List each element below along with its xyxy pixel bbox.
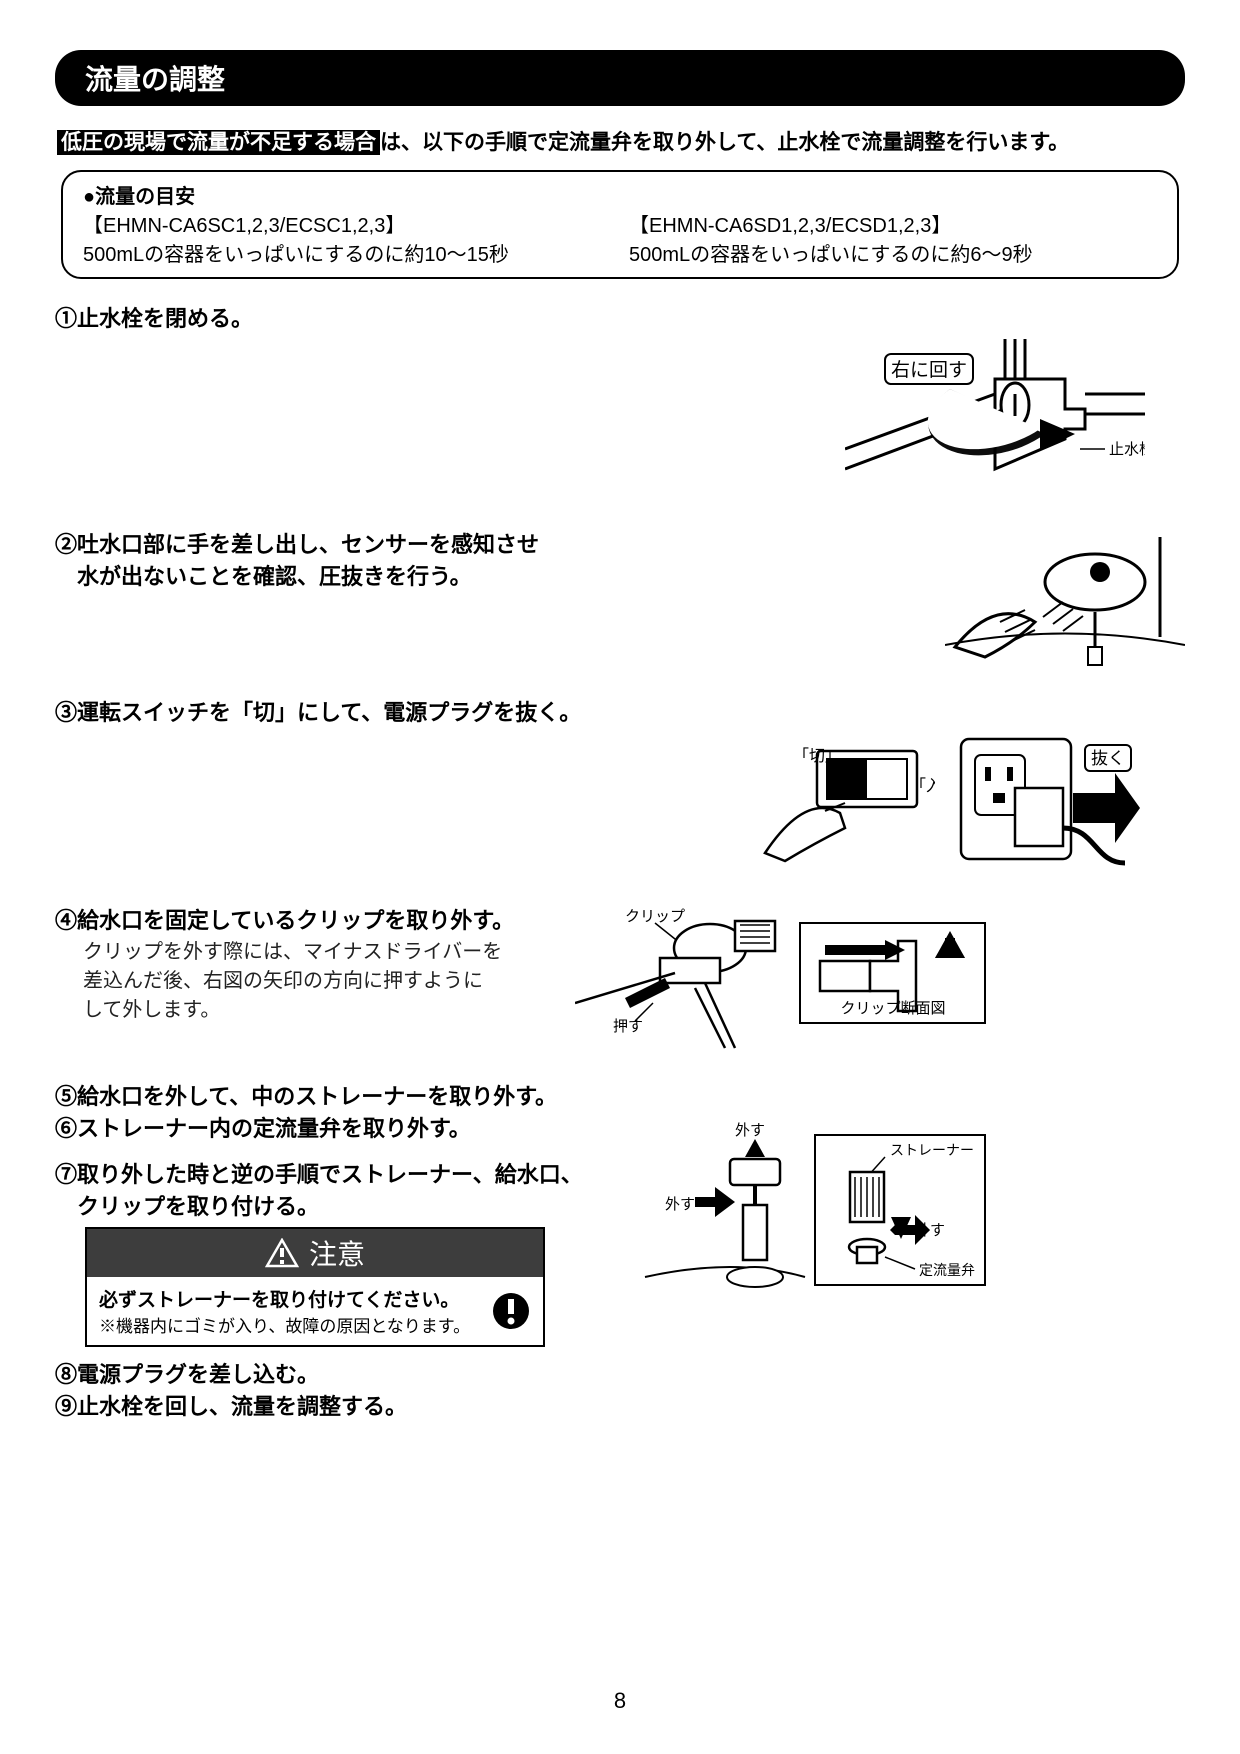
steps-container: ①止水栓を閉める。 右に回す 止水栓 ②吐水口部に手を差し出し、センサーを感知さ…	[55, 301, 1185, 1421]
step-4-text: ④給水口を固定しているクリップを取り外す。	[55, 903, 575, 935]
fig3-on-label: 「入」	[910, 777, 935, 795]
step-1-text: ①止水栓を閉める。	[55, 301, 1185, 333]
fig1-rotate-label: 右に回す	[891, 359, 967, 381]
figure-step3-plug: 抜く	[955, 733, 1145, 873]
caution-line2: ※機器内にゴミが入り、故障の原因となります。	[99, 1312, 481, 1337]
fig4-clip-label: クリップ	[625, 908, 685, 925]
figure-step2	[945, 527, 1185, 667]
guide-col1-model: 【EHMN-CA6SC1,2,3/ECSC1,2,3】	[83, 209, 611, 238]
step-4-sub2: 差込んだ後、右図の矢印の方向に押すように	[55, 964, 575, 993]
figure-step1: 右に回す 止水栓	[845, 339, 1145, 499]
step-3-text: ③運転スイッチを「切」にして、電源プラグを抜く。	[55, 695, 1185, 727]
fig4-push-label: 押す	[613, 1018, 643, 1035]
fig5-valve: 定流量弁	[919, 1262, 975, 1278]
fig5-out2: 外す	[665, 1196, 695, 1213]
step-4-sub3: して外します。	[55, 993, 575, 1022]
guide-title: ●流量の目安	[83, 180, 1157, 209]
caution-title: 注意	[309, 1233, 365, 1273]
fig5-strainer: ストレーナー	[890, 1142, 974, 1158]
figure-step4: クリップ 押す クリップ断面図	[575, 903, 995, 1053]
fig1-valve-label: 止水栓	[1109, 441, 1145, 458]
guide-col2-text: 500mLの容器をいっぱいにするのに約6～9秒	[629, 238, 1157, 267]
step-9-text: ⑨止水栓を回し、流量を調整する。	[55, 1389, 1185, 1421]
caution-box: 注意 必ずストレーナーを取り付けてください。 ※機器内にゴミが入り、故障の原因と…	[85, 1227, 545, 1347]
intro-rest: は、以下の手順で定流量弁を取り外して、止水栓で流量調整を行います。	[380, 131, 1069, 154]
step-7-text-b: クリップを取り付ける。	[55, 1189, 615, 1221]
fig3-pull-label: 抜く	[1091, 749, 1125, 768]
flow-guide-box: ●流量の目安 【EHMN-CA6SC1,2,3/ECSC1,2,3】 500mL…	[61, 170, 1179, 279]
caution-line1: 必ずストレーナーを取り付けてください。	[99, 1285, 481, 1312]
fig5-out3: 外す	[915, 1222, 945, 1239]
figure-step5: 外す 外す ストレーナー 外す	[635, 1117, 995, 1307]
fig3-off-label: 「切」	[793, 747, 841, 765]
section-header: 流量の調整	[55, 50, 1185, 106]
page-number: 8	[0, 1688, 1240, 1714]
caution-header: 注意	[87, 1229, 543, 1277]
fig5-out1: 外す	[735, 1122, 765, 1139]
exclamation-circle-icon	[491, 1291, 531, 1331]
figure-step3-switch: 「切」 「入」	[755, 733, 935, 863]
guide-col1-text: 500mLの容器をいっぱいにするのに約10～15秒	[83, 238, 611, 267]
step-8-text: ⑧電源プラグを差し込む。	[55, 1357, 1185, 1389]
step-7-text-a: ⑦取り外した時と逆の手順でストレーナー、給水口、	[55, 1157, 615, 1189]
warning-triangle-icon	[265, 1238, 299, 1268]
fig4-section-label: クリップ断面図	[840, 1000, 945, 1017]
step-5-text: ⑤給水口を外して、中のストレーナーを取り外す。	[55, 1079, 1185, 1111]
guide-col2-model: 【EHMN-CA6SD1,2,3/ECSD1,2,3】	[629, 209, 1157, 238]
step-4-sub1: クリップを外す際には、マイナスドライバーを	[55, 935, 575, 964]
step-2-text-a: ②吐水口部に手を差し出し、センサーを感知させ	[55, 527, 945, 559]
intro-chip: 低圧の現場で流量が不足する場合	[57, 130, 380, 155]
step-2-text-b: 水が出ないことを確認、圧抜きを行う。	[55, 559, 945, 591]
intro-line: 低圧の現場で流量が不足する場合は、以下の手順で定流量弁を取り外して、止水栓で流量…	[57, 126, 1185, 156]
step-6-text: ⑥ストレーナー内の定流量弁を取り外す。	[55, 1111, 1185, 1143]
